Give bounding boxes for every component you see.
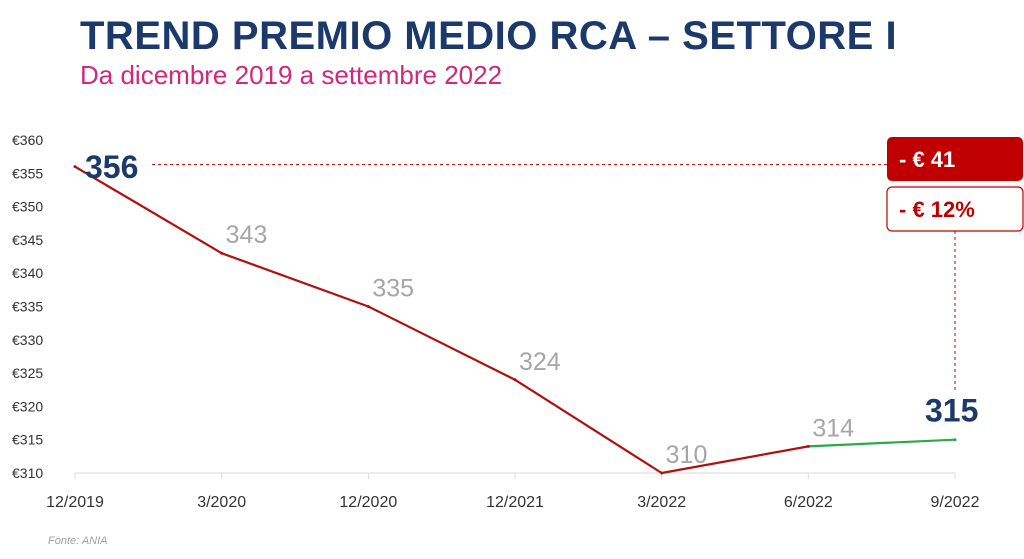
- y-tick-label: €350: [12, 199, 43, 215]
- data-label-first: 356: [85, 149, 138, 185]
- change-badges: - € 41 - € 12%: [886, 137, 1024, 232]
- abs-change-label: - € 41: [899, 147, 955, 172]
- data-labels: 356 343 335 324 310 314 315: [85, 149, 978, 469]
- series-line: [73, 165, 957, 475]
- series-line-main: [74, 165, 809, 475]
- y-tick-label: €330: [12, 332, 43, 348]
- y-tick-label: €335: [12, 299, 43, 315]
- data-point: [73, 165, 77, 169]
- abs-change-badge: [887, 137, 1023, 181]
- data-label: 343: [226, 221, 268, 249]
- data-label: 324: [519, 348, 561, 376]
- chart-title: TREND PREMIO MEDIO RCA – SETTORE I: [80, 14, 898, 58]
- data-label-last: 315: [925, 393, 978, 429]
- source-note: Fonte: ANIA: [48, 535, 108, 547]
- series-line-last-segment: [808, 438, 956, 448]
- x-tick-label: 12/2021: [486, 494, 544, 511]
- x-tick-label: 12/2020: [339, 494, 397, 511]
- guide-lines: [152, 164, 956, 392]
- y-tick-label: €325: [12, 365, 43, 381]
- data-point: [660, 471, 664, 475]
- x-tick-label: 12/2019: [46, 494, 104, 511]
- data-point: [366, 305, 370, 308]
- x-tick-label: 3/2022: [637, 494, 686, 511]
- chart-axes: €310 €315 €320 €325 €330 €335 €340 €345 €350 €355…: [12, 132, 980, 511]
- pct-change-label: - € 12%: [899, 197, 975, 222]
- y-tick-label: €340: [12, 265, 43, 281]
- data-label: 310: [666, 441, 708, 469]
- data-point: [220, 251, 224, 255]
- data-label: 314: [812, 414, 854, 442]
- chart-subtitle: Da dicembre 2019 a settembre 2022: [80, 60, 503, 90]
- y-tick-label: €360: [12, 132, 43, 148]
- data-label: 335: [372, 275, 414, 303]
- data-point: [806, 444, 810, 448]
- y-tick-label: €355: [12, 165, 43, 181]
- y-tick-label: €315: [12, 432, 43, 448]
- pct-change-badge: [886, 186, 1024, 232]
- x-tick-label: 3/2020: [197, 494, 246, 511]
- x-tick-label: 6/2022: [784, 494, 833, 511]
- data-point: [953, 438, 957, 442]
- y-tick-label: €320: [12, 398, 43, 414]
- y-tick-label: €345: [12, 232, 43, 248]
- data-point: [513, 378, 517, 382]
- y-tick-label: €310: [12, 465, 43, 481]
- x-tick-label: 9/2022: [931, 494, 980, 511]
